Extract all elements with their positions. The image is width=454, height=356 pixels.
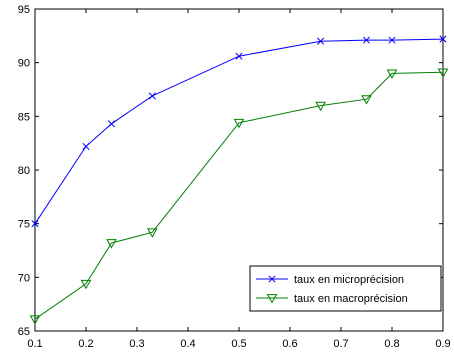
data-point: [31, 220, 39, 228]
legend-label: taux en microprécision: [294, 274, 404, 286]
y-tick-label: 95: [18, 4, 30, 16]
legend-marker: [266, 294, 278, 304]
data-point: [437, 68, 449, 78]
y-tick-label: 70: [18, 272, 30, 284]
y-tick-label: 80: [18, 165, 30, 177]
series-2: [29, 68, 449, 325]
x-tick-label: 0.6: [282, 338, 297, 350]
series-layer: [29, 35, 449, 325]
data-point: [233, 118, 245, 129]
series-1: [31, 35, 447, 228]
legend-label: taux en macroprécision: [294, 293, 408, 305]
data-point: [107, 120, 116, 128]
x-tick-label: 0.1: [27, 338, 42, 350]
data-point: [386, 69, 398, 79]
series-line: [34, 71, 444, 320]
data-point: [235, 52, 243, 60]
legend-marker: [268, 275, 276, 283]
data-point: [29, 315, 41, 325]
data-point: [146, 228, 158, 238]
legend: taux en microprécision taux en macropréci…: [249, 265, 442, 312]
y-tick-label: 90: [18, 58, 30, 70]
y-tick-label: 75: [18, 219, 30, 231]
data-point: [82, 142, 90, 150]
y-tick-label: 85: [18, 111, 30, 123]
x-tick-label: 0.3: [129, 338, 144, 350]
data-point: [80, 279, 92, 290]
data-point: [362, 36, 371, 44]
x-tick-label: 0.4: [180, 338, 195, 350]
axis-ticks: 0.1 0.2 0.3 0.4 0.5 0.6 0.7 0.8 0.9 65 70 75 80 85 90 9…: [18, 4, 451, 350]
data-point: [439, 35, 447, 43]
x-tick-label: 0.8: [384, 338, 399, 350]
data-point: [317, 37, 325, 45]
legend-box: [249, 265, 442, 312]
data-point: [388, 36, 396, 44]
y-tick-label: 65: [18, 326, 30, 338]
data-point: [361, 95, 372, 105]
data-point: [315, 101, 326, 112]
x-tick-label: 0.7: [333, 338, 348, 350]
x-tick-label: 0.5: [231, 338, 246, 350]
x-tick-label: 0.2: [78, 338, 93, 350]
data-point: [148, 92, 156, 100]
data-point: [106, 239, 117, 249]
x-tick-label: 0.9: [435, 338, 450, 350]
